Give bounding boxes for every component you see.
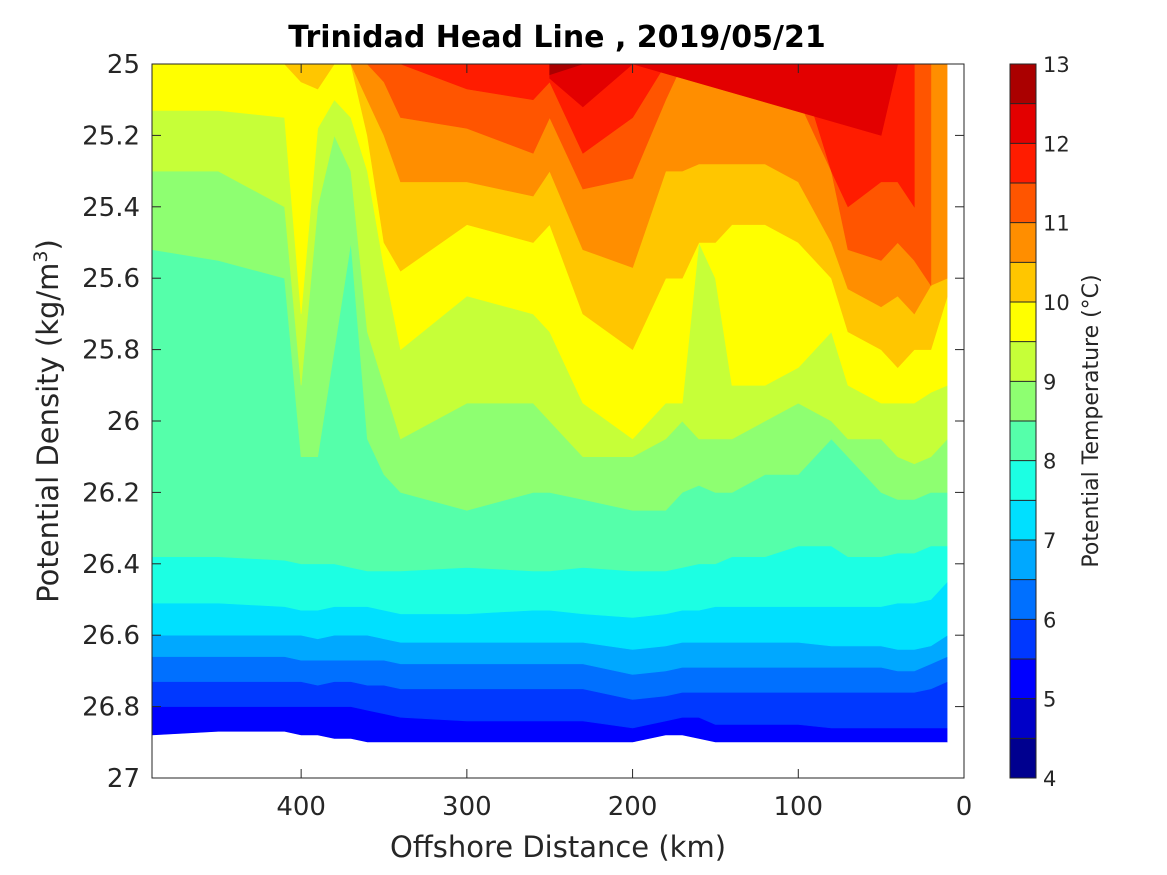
colorbar-segment <box>1010 738 1036 778</box>
y-tick-label: 25.6 <box>82 264 140 294</box>
colorbar-ticks: 4 5 6 7 8 9 10 11 12 13 <box>1010 53 1070 791</box>
chart-title: Trinidad Head Line , 2019/05/21 <box>288 20 825 55</box>
x-tick-label: 400 <box>276 792 326 822</box>
y-axis-label-suffix: ) <box>31 239 65 250</box>
y-tick-label: 26.4 <box>82 550 140 580</box>
colorbar-segment <box>1010 103 1036 144</box>
y-tick-label: 26.8 <box>82 693 140 723</box>
x-tick-label: 200 <box>608 792 658 822</box>
y-tick-label: 25.8 <box>82 336 140 366</box>
y-axis-ticks: 25 25.2 25.4 25.6 25.8 26 26.2 26.4 26.6 26.8 27 <box>82 50 964 794</box>
colorbar-segment <box>1010 421 1036 461</box>
y-tick-label: 27 <box>107 764 140 794</box>
contour-band-12-5 <box>549 64 583 76</box>
colorbar-tick-label: 4 <box>1043 767 1056 791</box>
colorbar-segment <box>1010 341 1036 382</box>
contour-band-11 <box>366 64 932 287</box>
colorbar-segment <box>1010 460 1036 501</box>
colorbar-tick-label: 8 <box>1043 450 1056 474</box>
y-axis-label-superscript: 3 <box>30 250 52 262</box>
y-axis-label-main: Potential Density (kg/m <box>31 263 65 603</box>
colorbar-tick-label: 6 <box>1043 608 1056 632</box>
no-data-region-bottom <box>152 731 948 778</box>
colorbar-segment <box>1010 500 1036 540</box>
colorbar-segment <box>1010 143 1036 183</box>
colorbar-segment <box>1010 698 1036 739</box>
colorbar-segment <box>1010 619 1036 659</box>
colorbar-tick-label: 10 <box>1043 291 1070 315</box>
y-tick-label: 25 <box>107 50 140 80</box>
colorbar-segment <box>1010 540 1036 580</box>
colorbar-segment <box>1010 659 1036 699</box>
contour-band-12 <box>549 64 899 136</box>
x-axis-ticks: 400 300 200 100 0 <box>276 64 972 822</box>
colorbar-label: Potential Temperature (°C) <box>1079 274 1104 567</box>
colorbar-segment <box>1010 262 1036 302</box>
colorbar <box>1010 64 1036 778</box>
colorbar-tick-label: 13 <box>1043 53 1070 77</box>
colorbar-tick-label: 5 <box>1043 688 1056 712</box>
x-tick-label: 0 <box>956 792 973 822</box>
colorbar-segment <box>1010 381 1036 421</box>
x-axis-label: Offshore Distance (km) <box>390 830 726 864</box>
colorbar-segment <box>1010 222 1036 263</box>
x-tick-label: 100 <box>773 792 823 822</box>
x-tick-label: 300 <box>442 792 492 822</box>
contour-bands <box>152 64 964 778</box>
colorbar-tick-label: 7 <box>1043 529 1056 553</box>
colorbar-segment <box>1010 64 1036 104</box>
colorbar-segment <box>1010 302 1036 342</box>
y-tick-label: 26 <box>107 407 140 437</box>
y-tick-label: 26.2 <box>82 478 140 508</box>
y-tick-label: 25.2 <box>82 121 140 151</box>
colorbar-tick-label: 11 <box>1043 212 1070 236</box>
colorbar-segment <box>1010 579 1036 620</box>
colorbar-frame <box>1009 63 1037 779</box>
colorbar-tick-label: 12 <box>1043 132 1070 156</box>
y-tick-label: 26.6 <box>82 621 140 651</box>
colorbar-tick-label: 9 <box>1043 370 1056 394</box>
y-tick-label: 25.4 <box>82 193 140 223</box>
colorbar-segment <box>1010 183 1036 223</box>
y-axis-label: Potential Density (kg/m3) <box>30 239 65 603</box>
